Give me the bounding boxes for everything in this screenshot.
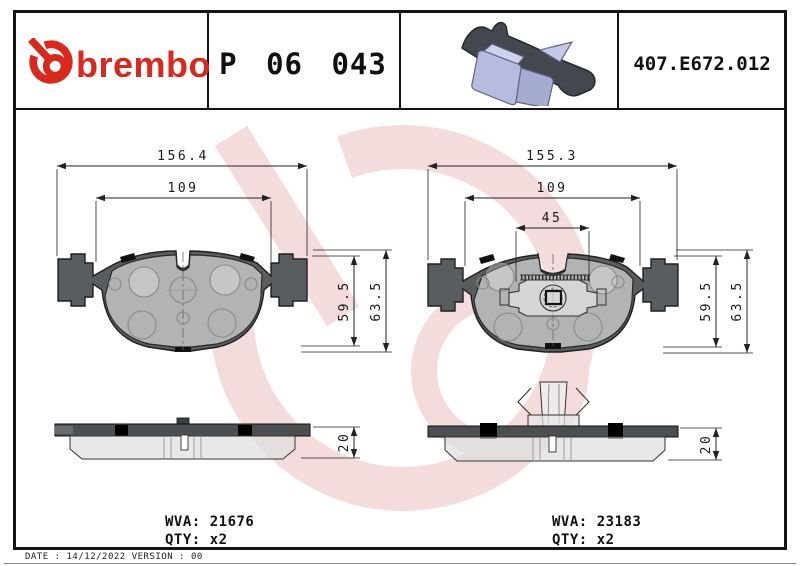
wva-value: 23183	[596, 514, 642, 530]
brembo-logo-icon	[28, 38, 73, 84]
dim-left-pad-width: 109	[168, 181, 199, 196]
qty-label: QTY:	[165, 532, 201, 548]
footer-revision-line: DATE : 14/12/2022 VERSION : 00	[25, 552, 209, 562]
left-pad-reference: WVA: 21676 QTY: x2	[165, 513, 254, 549]
pad-3d-image	[461, 21, 596, 106]
version-label: VERSION :	[131, 552, 185, 562]
dim-right-pad-width: 109	[537, 181, 568, 196]
date-label: DATE :	[25, 552, 61, 562]
qty-label: QTY:	[552, 532, 588, 548]
qty-row: QTY: x2	[552, 531, 641, 549]
header-cell-divider-1	[207, 10, 209, 110]
right-pad-reference: WVA: 23183 QTY: x2	[552, 513, 641, 549]
dim-left-pad-height: 59.5	[337, 280, 352, 321]
left-pad-side-view	[54, 417, 311, 460]
header-cell-divider-2	[399, 10, 401, 110]
dim-right-total-width: 155.3	[526, 149, 578, 164]
right-dimensions	[427, 162, 753, 461]
dim-right-total-height: 63.5	[730, 280, 745, 321]
dim-left-thickness: 20	[337, 432, 352, 453]
version-value: 00	[190, 552, 203, 562]
dim-right-pad-height: 59.5	[699, 280, 714, 321]
wva-label: WVA:	[165, 514, 201, 530]
qty-row: QTY: x2	[165, 531, 254, 549]
part-number: P 06 043	[219, 47, 387, 81]
wva-label: WVA:	[552, 514, 588, 530]
right-pad-side-view	[427, 381, 679, 462]
dim-left-total-height: 63.5	[369, 280, 384, 321]
wva-row: WVA: 23183	[552, 513, 641, 531]
qty-value: x2	[209, 532, 228, 548]
wva-value: 21676	[209, 514, 255, 530]
left-pad-front-view	[57, 250, 308, 352]
dim-left-total-width: 156.4	[157, 149, 209, 164]
dim-right-sensor-width: 45	[542, 211, 563, 226]
header-cell-divider-3	[617, 10, 619, 110]
left-dimensions	[56, 162, 392, 459]
date-value: 14/12/2022	[66, 552, 126, 562]
wva-row: WVA: 21676	[165, 513, 254, 531]
dim-right-thickness: 20	[699, 434, 714, 455]
bottom-rule	[4, 563, 796, 564]
sensor-bracket	[499, 274, 607, 317]
brand-wordmark: brembo	[76, 44, 212, 85]
catalog-code: 407.E672.012	[633, 53, 771, 75]
technical-drawing: 156.4 109 59.5 63.5 20 155.3 109 45 59.5…	[54, 125, 753, 511]
qty-value: x2	[596, 532, 615, 548]
right-pad-front-view	[427, 252, 679, 353]
